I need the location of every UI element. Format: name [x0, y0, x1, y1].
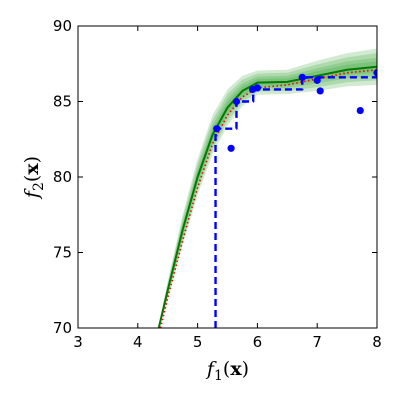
- data-point: [227, 144, 235, 152]
- band-layer-0: [158, 48, 377, 328]
- data-point: [356, 106, 364, 115]
- x-tick-label: 3: [73, 333, 83, 351]
- y-tick-label: 85: [53, 93, 72, 111]
- y-tick-label: 75: [53, 244, 72, 262]
- data-point: [213, 125, 221, 133]
- x-tick-label: 5: [193, 333, 203, 351]
- x-axis-label: f1(x): [205, 358, 249, 384]
- series-points: [213, 69, 377, 152]
- data-point: [316, 87, 324, 95]
- x-tick-label: 6: [253, 333, 263, 351]
- data-point: [232, 97, 241, 106]
- data-point: [253, 84, 261, 92]
- dashed-step-line: [214, 76, 377, 328]
- data-point: [313, 76, 321, 84]
- x-tick-label: 8: [372, 333, 382, 351]
- x-tick-label: 4: [133, 333, 143, 351]
- y-tick-label: 70: [53, 319, 72, 337]
- band-layer-1: [158, 53, 377, 328]
- axis-ticks: 3 4 5 6 7 8 70 75 80 85 90: [53, 17, 382, 351]
- y-tick-label: 80: [53, 168, 72, 186]
- data-point: [298, 73, 306, 81]
- y-axis-label: f2(x): [21, 156, 47, 200]
- band-layer-2: [158, 57, 377, 328]
- x-tick-label: 7: [312, 333, 322, 351]
- dotted-line: [159, 68, 377, 328]
- plot-background: [78, 26, 377, 328]
- y-tick-label: 90: [53, 17, 72, 35]
- data-point: [373, 69, 377, 77]
